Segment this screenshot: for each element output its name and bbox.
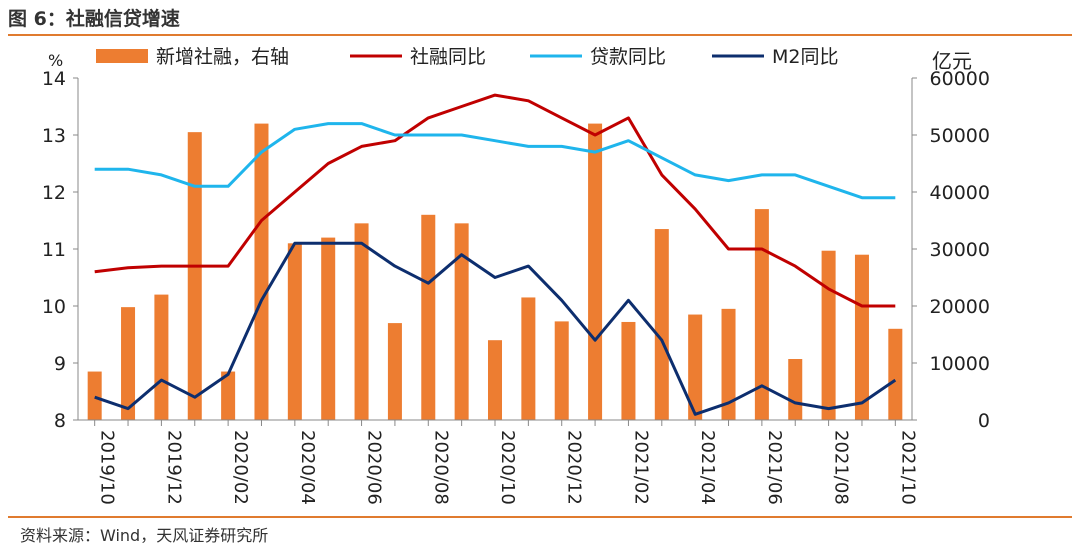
x-tick-label: 2021/02 bbox=[630, 430, 651, 505]
right-tick-label: 20000 bbox=[930, 296, 990, 318]
bar-2021/05 bbox=[721, 308, 736, 420]
bar-2020/06 bbox=[354, 223, 369, 420]
left-axis-unit: % bbox=[48, 51, 63, 70]
x-tick-label: 2020/04 bbox=[297, 430, 318, 505]
bar-2021/10 bbox=[888, 328, 903, 420]
source-note: 资料来源：Wind，天风证券研究所 bbox=[20, 526, 269, 545]
right-tick-label: 50000 bbox=[930, 125, 990, 147]
bar-2021/09 bbox=[854, 254, 869, 420]
bar-2019/12 bbox=[154, 294, 169, 420]
bar-2021/01 bbox=[588, 123, 603, 420]
x-tick-label: 2019/10 bbox=[97, 430, 118, 505]
right-tick-label: 0 bbox=[978, 410, 990, 432]
left-tick-label: 10 bbox=[42, 296, 66, 318]
x-tick-label: 2021/04 bbox=[697, 430, 718, 505]
bar-2020/05 bbox=[321, 237, 336, 420]
x-tick-label: 2021/10 bbox=[897, 430, 918, 505]
line-series-2 bbox=[94, 241, 897, 416]
bar-2020/01 bbox=[187, 132, 202, 420]
line-series-0 bbox=[94, 93, 896, 308]
right-axis-unit: 亿元 bbox=[932, 49, 972, 73]
x-tick-label: 2020/10 bbox=[497, 430, 518, 505]
line-series-1 bbox=[94, 122, 896, 200]
x-tick-label: 2019/12 bbox=[163, 430, 184, 505]
legend-label-3: M2同比 bbox=[772, 46, 838, 68]
left-tick-label: 13 bbox=[42, 125, 66, 147]
title-rule bbox=[8, 34, 1072, 36]
bar-2020/03 bbox=[254, 123, 269, 420]
x-tick-label: 2021/06 bbox=[764, 430, 785, 505]
line-series bbox=[94, 93, 897, 416]
legend-label-2: 贷款同比 bbox=[590, 46, 666, 68]
bar-2020/11 bbox=[521, 297, 536, 420]
bar-2021/03 bbox=[654, 229, 669, 420]
bar-2020/09 bbox=[454, 223, 469, 420]
left-tick-label: 8 bbox=[54, 410, 66, 432]
legend-label-0: 新增社融，右轴 bbox=[156, 46, 289, 68]
bar-2020/07 bbox=[387, 323, 402, 420]
bar-2021/04 bbox=[688, 314, 703, 420]
left-tick-label: 11 bbox=[42, 239, 66, 261]
source-rule bbox=[8, 516, 1072, 518]
bar-2020/02 bbox=[221, 371, 236, 420]
bar-2020/10 bbox=[487, 340, 503, 420]
bar-2020/04 bbox=[287, 243, 302, 420]
legend: 新增社融，右轴 社融同比 贷款同比 M2同比 bbox=[96, 46, 838, 68]
bar-series bbox=[87, 123, 903, 420]
legend-swatch-bar bbox=[96, 49, 148, 63]
bar-2021/07 bbox=[788, 359, 803, 420]
right-tick-label: 30000 bbox=[930, 239, 990, 261]
x-tick-label: 2020/02 bbox=[230, 430, 251, 505]
right-tick-label: 10000 bbox=[930, 353, 990, 375]
left-tick-label: 14 bbox=[42, 68, 66, 90]
right-tick-label: 60000 bbox=[930, 68, 990, 90]
bar-2021/08 bbox=[821, 250, 836, 420]
bar-2020/12 bbox=[554, 321, 569, 420]
bar-2019/11 bbox=[121, 307, 136, 420]
left-tick-label: 12 bbox=[42, 182, 66, 204]
x-tick-label: 2021/08 bbox=[831, 430, 852, 505]
bar-2021/02 bbox=[621, 321, 636, 420]
x-tick-label: 2020/06 bbox=[364, 430, 385, 505]
right-tick-label: 40000 bbox=[930, 182, 990, 204]
bar-2020/08 bbox=[421, 214, 436, 420]
x-tick-label: 2020/08 bbox=[430, 430, 451, 505]
x-tick-label: 2020/12 bbox=[564, 430, 585, 505]
bar-line-chart: 新增社融，右轴 社融同比 贷款同比 M2同比 % 亿元 8 9 10 11 12 13 14 0 10… bbox=[42, 46, 990, 505]
left-tick-label: 9 bbox=[54, 353, 66, 375]
axes: 8 9 10 11 12 13 14 0 10000 20000 30000 40000 50000 60… bbox=[42, 68, 990, 505]
bar-2021/06 bbox=[754, 209, 769, 420]
legend-label-1: 社融同比 bbox=[410, 46, 486, 68]
figure-title: 图 6：社融信贷增速 bbox=[8, 8, 180, 30]
bar-2019/10 bbox=[87, 371, 102, 420]
